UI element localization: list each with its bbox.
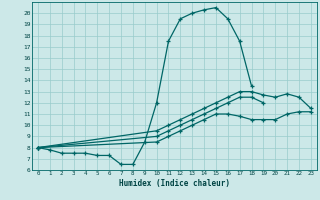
X-axis label: Humidex (Indice chaleur): Humidex (Indice chaleur) — [119, 179, 230, 188]
